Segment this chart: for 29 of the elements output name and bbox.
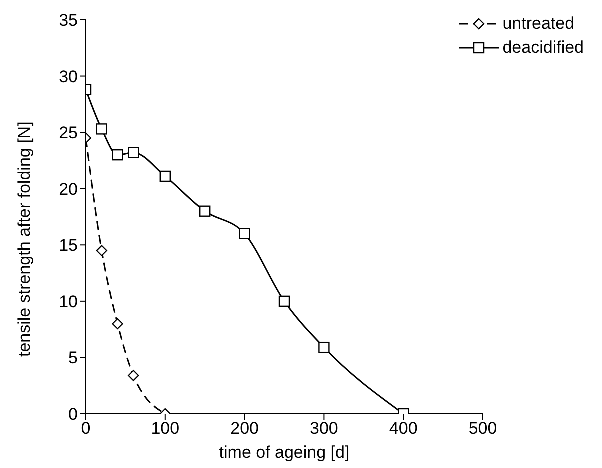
- point: [239, 228, 250, 240]
- y-tick-label: 0: [68, 405, 78, 424]
- legend-label: untreated: [502, 14, 575, 34]
- y-tick-label: 30: [59, 67, 78, 86]
- x-tick-label: 200: [230, 419, 259, 438]
- y-tick-label: 5: [68, 348, 78, 368]
- point: [112, 318, 124, 330]
- y-tick-label: 25: [59, 124, 78, 143]
- x-tick-label: 400: [389, 419, 418, 438]
- x-tick-label: 0: [81, 419, 91, 438]
- y-tick-label: 35: [59, 11, 78, 30]
- point: [200, 206, 211, 217]
- x-tick-label: 300: [310, 419, 338, 438]
- point: [96, 124, 108, 135]
- point: [128, 370, 140, 382]
- x-axis-title: time of ageing [d]: [219, 443, 350, 462]
- legend-label: deacidified: [502, 38, 584, 58]
- point: [318, 342, 330, 354]
- point: [112, 149, 124, 161]
- y-tick-label: 20: [59, 180, 78, 199]
- x-tick-label: 500: [468, 419, 498, 438]
- point: [96, 245, 108, 256]
- x-tick-label: 100: [151, 419, 180, 438]
- y-tick-label: 10: [59, 292, 78, 312]
- point: [128, 147, 140, 158]
- point: [160, 170, 171, 182]
- y-tick-label: 15: [59, 236, 78, 256]
- point: [278, 296, 290, 308]
- y-axis-title: tensile strength after folding [N]: [15, 122, 34, 357]
